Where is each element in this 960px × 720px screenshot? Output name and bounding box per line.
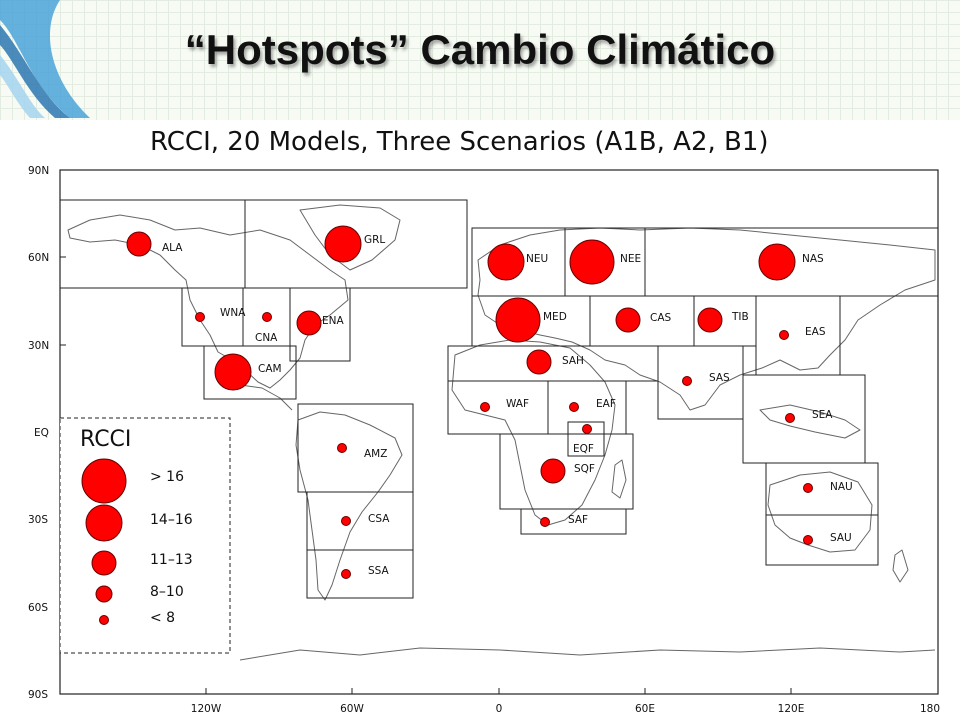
hotspot-marker-sah <box>526 349 552 375</box>
legend-marker <box>81 458 127 504</box>
region-label-nee: NEE <box>620 253 641 265</box>
region-label-waf: WAF <box>506 398 529 410</box>
slide-title: “Hotspots” Cambio Climático <box>184 26 776 73</box>
map-title: RCCI, 20 Models, Three Scenarios (A1B, A… <box>150 127 769 157</box>
hotspot-marker-neu <box>487 243 525 281</box>
region-label-ena: ENA <box>322 315 344 327</box>
hotspot-marker-sas <box>682 376 692 386</box>
region-label-med: MED <box>543 311 567 323</box>
legend-marker <box>91 550 117 576</box>
region-label-neu: NEU <box>526 253 548 265</box>
region-label-sah: SAH <box>562 355 584 367</box>
region-label-ssa: SSA <box>368 565 390 577</box>
hotspot-marker-ala <box>126 231 152 257</box>
y-axis: 90N 60N 30N EQ 30S 60S 90S <box>28 165 66 701</box>
hotspot-marker-sqf <box>540 458 566 484</box>
region-label-sas: SAS <box>709 372 730 384</box>
hotspot-marker-cna <box>262 312 272 322</box>
x-tick-label: 120E <box>778 703 805 715</box>
legend-label: < 8 <box>150 610 175 626</box>
y-tick-label: 90S <box>28 689 48 701</box>
y-tick-label: EQ <box>34 427 49 439</box>
legend-title: RCCI <box>80 427 131 452</box>
hotspot-marker-nau <box>803 483 813 493</box>
x-tick-label: 120W <box>191 703 222 715</box>
hotspot-marker-amz <box>337 443 347 453</box>
region-label-cam: CAM <box>258 363 282 375</box>
hotspot-marker-cas <box>615 307 641 333</box>
region-label-cas: CAS <box>650 312 672 324</box>
region-labels: ALA GRL WNA CNA ENA CAM AMZ CSA SSA NEU … <box>162 234 853 577</box>
region-label-nas: NAS <box>802 253 824 265</box>
region-label-sqf: SQF <box>574 463 595 475</box>
hotspot-marker-saf <box>540 517 550 527</box>
region-label-sea: SEA <box>812 409 833 421</box>
x-tick-label: 60W <box>340 703 364 715</box>
x-tick-label: 60E <box>635 703 655 715</box>
x-axis: 120W 60W 0 60E 120E 180 <box>191 688 940 715</box>
header-band <box>0 0 960 120</box>
region-boxes <box>59 199 939 599</box>
region-label-saf: SAF <box>568 514 588 526</box>
hotspot-marker-eas <box>779 330 789 340</box>
region-label-tib: TIB <box>731 311 749 323</box>
hotspot-marker-sau <box>803 535 813 545</box>
legend-label: 14–16 <box>150 512 193 528</box>
y-tick-label: 60S <box>28 602 48 614</box>
region-label-csa: CSA <box>368 513 390 525</box>
hotspot-marker-csa <box>341 516 351 526</box>
x-tick-label: 0 <box>496 703 503 715</box>
legend-label: 11–13 <box>150 552 193 568</box>
hotspot-markers <box>126 225 813 579</box>
decorative-swoosh <box>0 0 90 118</box>
rcci-hotspot-map: RCCI, 20 Models, Three Scenarios (A1B, A… <box>28 127 940 715</box>
hotspot-marker-ena <box>296 310 322 336</box>
legend-label: > 16 <box>150 469 184 485</box>
coastlines <box>67 204 936 661</box>
hotspot-marker-nas <box>758 243 796 281</box>
hotspot-marker-ssa <box>341 569 351 579</box>
region-label-sau: SAU <box>830 532 852 544</box>
y-tick-label: 90N <box>28 165 49 177</box>
region-label-amz: AMZ <box>364 448 387 460</box>
legend-marker <box>95 585 113 603</box>
region-label-nau: NAU <box>830 481 853 493</box>
legend-marker <box>99 615 109 625</box>
y-tick-label: 30N <box>28 340 49 352</box>
hotspot-marker-cam <box>214 353 252 391</box>
hotspot-marker-grl <box>324 225 362 263</box>
y-tick-label: 30S <box>28 514 48 526</box>
region-label-eqf: EQF <box>573 443 594 455</box>
region-label-eas: EAS <box>805 326 826 338</box>
region-label-grl: GRL <box>364 234 385 246</box>
hotspot-marker-sea <box>785 413 795 423</box>
hotspot-marker-eaf <box>569 402 579 412</box>
region-label-eaf: EAF <box>596 398 616 410</box>
y-tick-label: 60N <box>28 252 49 264</box>
legend: RCCI > 16 14–16 11–13 8–10 < 8 <box>59 417 231 654</box>
hotspot-marker-eqf <box>582 424 592 434</box>
region-label-ala: ALA <box>162 242 183 254</box>
hotspot-marker-nee <box>569 239 615 285</box>
legend-label: 8–10 <box>150 584 184 600</box>
hotspot-marker-wna <box>195 312 205 322</box>
region-label-cna: CNA <box>255 332 278 344</box>
legend-marker <box>85 504 123 542</box>
x-tick-label: 180 <box>920 703 940 715</box>
hotspot-marker-waf <box>480 402 490 412</box>
hotspot-marker-tib <box>697 307 723 333</box>
hotspot-marker-med <box>495 297 541 343</box>
region-label-wna: WNA <box>220 307 246 319</box>
